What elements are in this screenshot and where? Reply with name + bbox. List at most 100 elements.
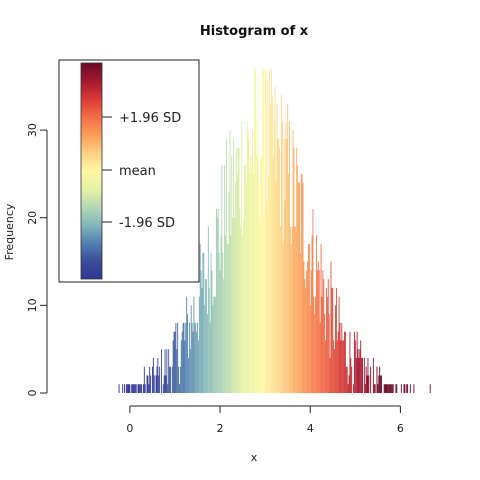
x-tick-label: 0 (126, 422, 133, 435)
histogram-bar (387, 384, 389, 393)
histogram-bar (358, 357, 360, 393)
histogram-bar (230, 235, 232, 393)
histogram-bar (396, 384, 398, 393)
histogram-bar (182, 322, 184, 393)
histogram-bar (413, 384, 415, 393)
histogram-bar (157, 357, 159, 393)
histogram-bar (298, 182, 299, 393)
histogram-bar (339, 322, 341, 393)
histogram-bar (380, 375, 382, 393)
histogram-bar (172, 340, 174, 393)
histogram-bar (403, 384, 405, 393)
histogram-bar (232, 217, 234, 393)
histogram-bar (126, 384, 128, 393)
histogram-bar (151, 366, 153, 393)
histogram-bar (381, 375, 382, 393)
histogram-bar (294, 226, 296, 393)
histogram-bar (185, 322, 187, 393)
histogram-bar (299, 252, 301, 393)
histogram-bar (195, 322, 197, 393)
histogram-bar (202, 252, 204, 393)
x-tick-label: 4 (307, 422, 314, 435)
histogram-bar (191, 322, 193, 393)
histogram-bar (231, 156, 233, 393)
histogram-bar (255, 121, 257, 393)
histogram-bar (259, 217, 261, 393)
histogram-bar (187, 314, 189, 393)
histogram-bar (312, 208, 314, 393)
histogram-bar (331, 287, 333, 393)
histogram-bar (244, 165, 246, 393)
histogram-bar (329, 357, 331, 393)
histogram-bar (327, 279, 329, 393)
histogram-bar (267, 77, 269, 393)
x-tick-label: 6 (397, 422, 404, 435)
histogram-bar (188, 322, 190, 393)
histogram-bar (137, 384, 139, 393)
histogram-bar (336, 340, 338, 393)
histogram-bar (225, 235, 226, 393)
histogram-bar (237, 147, 239, 393)
histogram-bar (184, 340, 186, 393)
histogram-bar (179, 384, 180, 393)
histogram-bars (118, 68, 431, 394)
histogram-bar (168, 349, 170, 393)
histogram-bar (341, 322, 343, 393)
histogram-bar (124, 384, 125, 393)
histogram-bar (140, 384, 142, 393)
histogram-bar (243, 165, 245, 393)
legend-label-plus-sd: +1.96 SD (119, 111, 181, 126)
histogram-bar (285, 121, 287, 393)
histogram-bar (133, 384, 134, 393)
histogram-bar (288, 173, 290, 393)
histogram-bar (261, 156, 262, 393)
histogram-bar (227, 244, 229, 393)
histogram-bar (305, 287, 307, 393)
histogram-bar (334, 349, 336, 393)
histogram-bar (366, 375, 368, 393)
histogram-bar (330, 261, 332, 393)
histogram-bar (372, 357, 374, 393)
histogram-bar (350, 357, 352, 393)
histogram-bar (215, 296, 216, 393)
histogram-bar (338, 296, 340, 393)
histogram-bar (206, 314, 208, 393)
histogram-bar (156, 366, 158, 393)
histogram-bar (217, 208, 219, 393)
histogram-bar (122, 384, 124, 393)
histogram-bar (311, 235, 313, 393)
histogram-bar (162, 384, 164, 393)
histogram-bar (320, 244, 322, 393)
histogram-bar (385, 384, 387, 393)
histogram-bar (273, 121, 275, 393)
histogram-bar (317, 261, 319, 393)
histogram-bar (213, 296, 215, 393)
y-axis: 0 10 20 30 (26, 123, 48, 397)
histogram-bar (210, 252, 212, 393)
histogram-bar (188, 357, 189, 393)
histogram-bar (367, 357, 369, 393)
histogram-bar (264, 68, 266, 393)
histogram-bar (118, 384, 120, 393)
histogram-bar (343, 340, 345, 393)
histogram-bar (357, 349, 359, 393)
histogram-bar (292, 130, 294, 394)
histogram-bar (158, 375, 160, 393)
histogram-bar (144, 384, 146, 393)
legend-label-minus-sd: -1.96 SD (119, 216, 175, 231)
histogram-bar (220, 235, 222, 393)
histogram-bar (131, 384, 133, 393)
histogram-bar (296, 147, 298, 393)
histogram-bar (363, 357, 365, 393)
histogram-bar (261, 68, 263, 393)
histogram-bar (258, 182, 260, 393)
histogram-bar (146, 375, 148, 393)
histogram-bar (133, 384, 135, 393)
histogram-bar (235, 147, 237, 393)
histogram-bar (406, 384, 408, 393)
histogram-bar (159, 366, 161, 393)
histogram-bar (218, 252, 220, 393)
histogram-bar (212, 305, 214, 393)
histogram-bar (373, 384, 375, 393)
histogram-bar (234, 217, 235, 393)
